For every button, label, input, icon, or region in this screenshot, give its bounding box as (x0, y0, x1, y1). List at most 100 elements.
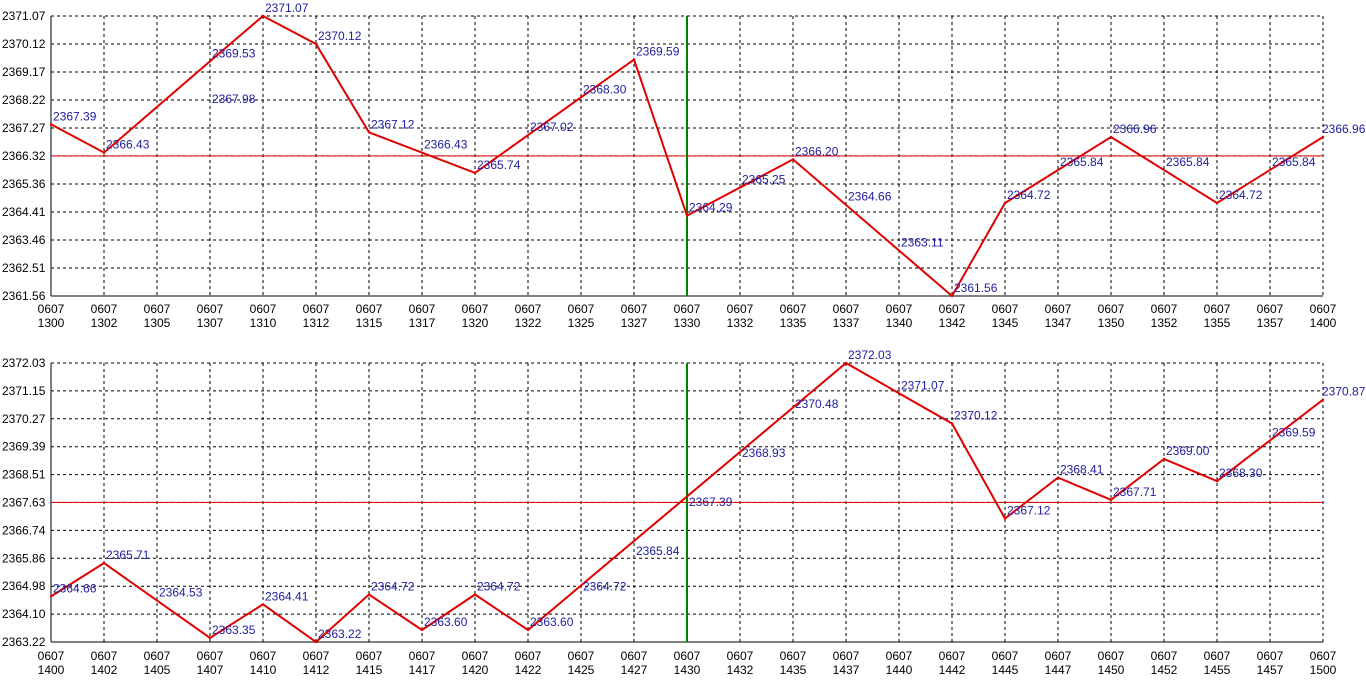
x-tick-label-date: 0607 (621, 649, 648, 663)
data-point (261, 14, 265, 18)
data-label: 2367.02 (530, 120, 574, 134)
x-tick-label-date: 0607 (462, 302, 489, 316)
data-label: 2365.25 (742, 172, 786, 186)
y-tick-label: 2370.12 (2, 37, 46, 51)
data-label: 2363.60 (530, 615, 574, 629)
x-tick-label-time: 1307 (197, 316, 224, 330)
y-tick-label: 2361.56 (2, 289, 46, 303)
data-label: 2365.84 (1060, 155, 1104, 169)
x-tick-label-time: 1355 (1204, 316, 1231, 330)
x-tick-label-time: 1350 (1098, 316, 1125, 330)
data-label: 2367.98 (212, 92, 256, 106)
x-tick-label-date: 0607 (568, 302, 595, 316)
x-tick-label-time: 1422 (515, 663, 542, 677)
data-label: 2370.12 (318, 29, 362, 43)
x-tick-label-date: 0607 (356, 302, 383, 316)
x-tick-label-time: 1445 (992, 663, 1019, 677)
data-point (314, 42, 318, 46)
data-point (791, 158, 795, 161)
x-tick-label-date: 0607 (38, 302, 65, 316)
x-tick-label-time: 1340 (886, 316, 913, 330)
x-tick-label-date: 0607 (144, 302, 171, 316)
x-tick-label-date: 0607 (303, 649, 330, 663)
y-tick-label: 2364.10 (2, 607, 46, 621)
x-tick-label-date: 0607 (568, 649, 595, 663)
x-tick-label-time: 1435 (780, 663, 807, 677)
x-tick-label-date: 0607 (38, 649, 65, 663)
data-point (1056, 476, 1060, 479)
data-point (685, 214, 689, 217)
x-tick-label-date: 0607 (1310, 302, 1337, 316)
x-tick-label-time: 1357 (1257, 316, 1284, 330)
x-tick-label-time: 1325 (568, 316, 595, 330)
x-tick-label-time: 1310 (250, 316, 277, 330)
data-point (1003, 201, 1007, 205)
data-label: 2361.56 (954, 281, 998, 295)
data-label: 2364.72 (1219, 188, 1263, 202)
data-label: 2370.87 (1322, 385, 1366, 399)
data-label: 2367.12 (1007, 503, 1051, 517)
data-label: 2367.71 (1113, 485, 1157, 499)
x-tick-label-time: 1305 (144, 316, 171, 330)
x-tick-label-time: 1342 (939, 316, 966, 330)
x-tick-label-time: 1430 (674, 663, 701, 677)
data-label: 2365.84 (636, 544, 680, 558)
x-tick-label-time: 1302 (91, 316, 118, 330)
x-tick-label-date: 0607 (833, 649, 860, 663)
x-tick-label-date: 0607 (939, 302, 966, 316)
data-label: 2370.12 (954, 408, 998, 422)
data-label: 2367.12 (371, 117, 415, 131)
data-point (102, 151, 106, 154)
data-label: 2367.39 (689, 495, 733, 509)
x-tick-label-time: 1335 (780, 316, 807, 330)
x-tick-label-time: 1322 (515, 316, 542, 330)
y-tick-label: 2366.74 (2, 523, 46, 537)
data-label: 2368.41 (1060, 463, 1104, 477)
data-label: 2364.72 (1007, 188, 1051, 202)
data-label: 2363.35 (212, 623, 256, 637)
x-tick-label-time: 1455 (1204, 663, 1231, 677)
x-tick-label-date: 0607 (780, 649, 807, 663)
data-point (473, 593, 477, 596)
data-point (1003, 517, 1007, 520)
x-tick-label-date: 0607 (1045, 302, 1072, 316)
data-label: 2368.30 (583, 83, 627, 97)
data-point (367, 131, 371, 134)
data-label: 2364.66 (848, 190, 892, 204)
data-label: 2364.72 (583, 579, 627, 593)
data-point (367, 593, 371, 596)
x-tick-label-time: 1410 (250, 663, 277, 677)
x-tick-label-date: 0607 (250, 302, 277, 316)
x-tick-label-time: 1442 (939, 663, 966, 677)
data-label: 2364.66 (53, 581, 97, 595)
x-tick-label-date: 0607 (409, 302, 436, 316)
x-tick-label-date: 0607 (1204, 649, 1231, 663)
y-tick-label: 2367.63 (2, 496, 46, 510)
data-label: 2369.53 (212, 46, 256, 60)
x-tick-label-date: 0607 (727, 302, 754, 316)
data-label: 2366.43 (424, 138, 468, 152)
data-point (420, 628, 424, 632)
y-tick-label: 2363.46 (2, 233, 46, 247)
data-point (1215, 201, 1219, 205)
y-tick-label: 2363.22 (2, 635, 46, 649)
x-tick-label-date: 0607 (1045, 649, 1072, 663)
x-tick-label-date: 0607 (674, 302, 701, 316)
data-point (208, 636, 212, 640)
y-tick-label: 2365.36 (2, 177, 46, 191)
x-tick-label-time: 1400 (38, 663, 65, 677)
x-tick-label-date: 0607 (197, 302, 224, 316)
data-label: 2364.53 (159, 586, 203, 600)
data-label: 2368.30 (1219, 466, 1263, 480)
x-tick-label-time: 1332 (727, 316, 754, 330)
x-tick-label-time: 1415 (356, 663, 383, 677)
x-tick-label-date: 0607 (674, 649, 701, 663)
data-point (1321, 398, 1325, 401)
x-tick-label-date: 0607 (939, 649, 966, 663)
x-tick-label-time: 1432 (727, 663, 754, 677)
data-label: 2364.72 (371, 579, 415, 593)
y-tick-label: 2368.22 (2, 93, 46, 107)
y-tick-label: 2370.27 (2, 412, 46, 426)
